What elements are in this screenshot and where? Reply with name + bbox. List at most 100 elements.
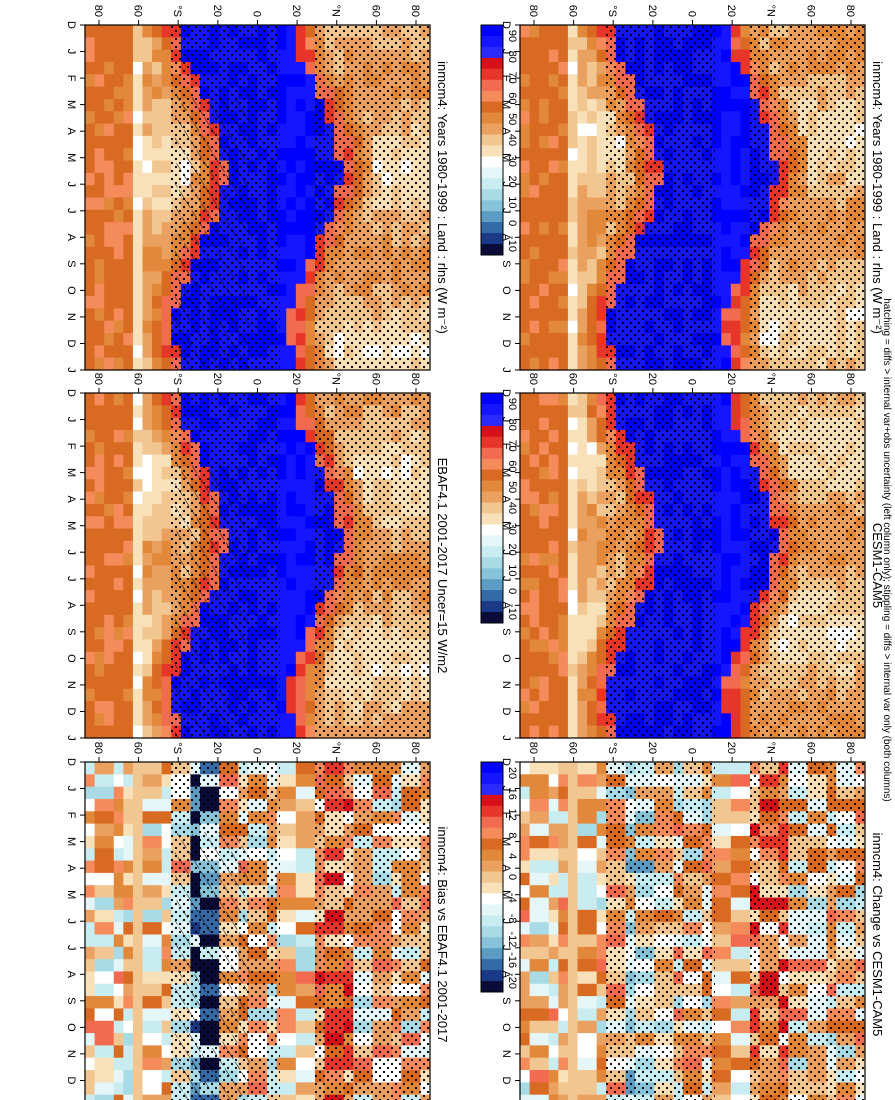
heat-cell — [567, 602, 578, 616]
heat-cell — [295, 86, 306, 100]
heat-cell — [113, 651, 124, 665]
heat-cell — [141, 491, 153, 505]
heat-cell — [93, 234, 105, 248]
heat-cell — [304, 417, 315, 431]
colorbar-label: 70 — [506, 71, 518, 83]
month-label: J — [65, 208, 77, 214]
heat-cell — [84, 308, 95, 322]
heat-cell — [93, 429, 105, 443]
month-label: J — [500, 735, 512, 741]
heat-cell — [567, 135, 578, 149]
heat-cell — [122, 135, 133, 149]
heat-cell — [285, 111, 296, 125]
heat-cell — [161, 528, 172, 542]
heat-cell — [141, 123, 153, 137]
heat-cell — [720, 688, 731, 702]
heat-cell — [285, 946, 296, 960]
heat-cell — [93, 86, 105, 100]
colorbar-segment — [481, 57, 503, 70]
heat-cell — [113, 454, 124, 468]
heat-cell — [295, 528, 306, 542]
heat-cell — [576, 135, 588, 149]
heat-cell — [84, 897, 95, 911]
heat-cell — [538, 577, 549, 591]
heat-cell — [103, 123, 114, 137]
heat-cell — [122, 762, 133, 775]
month-label: J — [500, 367, 512, 373]
heat-cell — [285, 602, 296, 616]
heat-cell — [519, 197, 530, 211]
heat-cell — [586, 651, 597, 665]
heat-cell — [103, 688, 114, 702]
heat-cell — [113, 664, 124, 677]
heat-cell — [730, 283, 741, 297]
heat-cell — [304, 897, 315, 911]
heat-cell — [84, 74, 95, 88]
heat-cell — [141, 651, 153, 665]
heat-cell — [519, 160, 530, 174]
heat-cell — [151, 823, 162, 837]
lat-label: 20 — [290, 373, 302, 385]
heat-cell — [538, 701, 549, 714]
month-label: D — [65, 21, 77, 29]
heat-cell — [141, 259, 153, 273]
heat-cell — [528, 357, 540, 371]
heat-cell — [103, 602, 114, 616]
heat-cell — [93, 713, 105, 727]
heat-cell — [528, 503, 540, 517]
heat-cell — [576, 639, 588, 653]
heat-cell — [557, 454, 568, 468]
heat-cell — [161, 590, 172, 604]
heat-cell — [84, 835, 95, 849]
stipple-band-north — [750, 25, 865, 370]
heat-cell — [141, 466, 153, 480]
heat-cell — [141, 922, 153, 936]
heat-cell — [161, 405, 172, 419]
heat-cell — [285, 308, 296, 322]
heat-cell — [93, 25, 105, 38]
stipple-band-south — [605, 25, 715, 370]
heat-cell — [596, 222, 607, 236]
heat-cell — [132, 688, 143, 702]
heat-cell — [730, 676, 741, 690]
heat-cell — [122, 639, 133, 653]
heat-cell — [567, 246, 578, 260]
heat-cell — [285, 222, 296, 236]
heat-cell — [586, 602, 597, 616]
heat-cell — [567, 222, 578, 236]
heat-cell — [576, 503, 588, 517]
heat-cell — [720, 271, 731, 285]
heat-cell — [538, 259, 549, 273]
heat-cell — [528, 713, 540, 727]
heat-cell — [141, 148, 153, 162]
heat-cell — [132, 885, 143, 899]
heat-cell — [528, 246, 540, 260]
heat-cell — [132, 909, 143, 923]
heat-cell — [84, 934, 95, 948]
heat-cell — [528, 627, 540, 641]
heat-cell — [285, 283, 296, 297]
heat-cell — [141, 296, 153, 309]
colorbar-segment — [481, 612, 503, 624]
heat-cell — [586, 160, 597, 174]
heat-cell — [528, 308, 540, 322]
heat-cell — [295, 466, 306, 480]
heat-cell — [730, 503, 741, 517]
heat-cell — [103, 614, 114, 628]
heat-cell — [596, 639, 607, 653]
heat-cell — [151, 98, 162, 112]
heat-cell — [93, 479, 105, 493]
heat-cell — [141, 946, 153, 960]
heat-cell — [93, 565, 105, 579]
heat-cell — [519, 234, 530, 248]
month-label: A — [65, 234, 77, 242]
colorbar-segment — [481, 123, 503, 135]
heat-cell — [122, 885, 133, 899]
heat-cell — [141, 49, 153, 63]
heat-cell — [548, 357, 559, 371]
heat-cell — [161, 540, 172, 554]
heat-cell — [557, 614, 568, 628]
heat-cell — [161, 774, 172, 788]
heat-cell — [161, 676, 172, 690]
